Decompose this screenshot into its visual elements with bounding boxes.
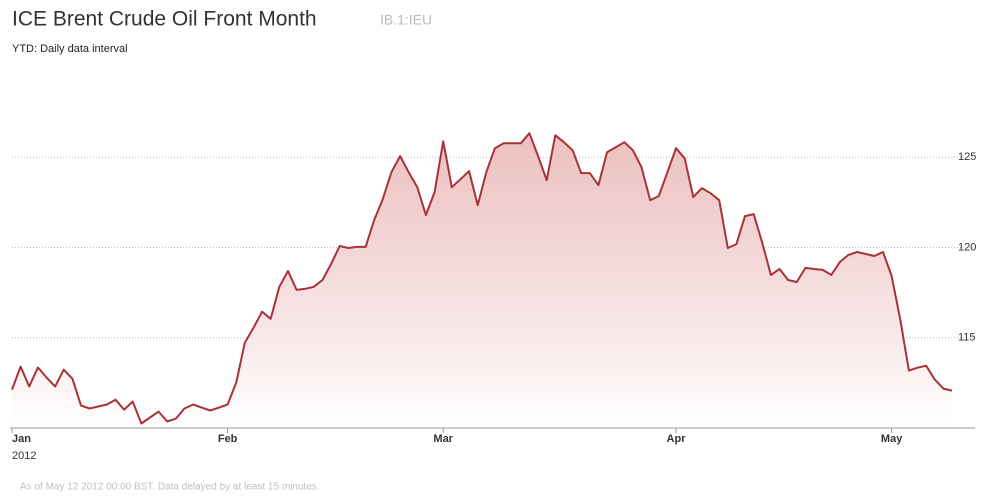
x-tick-label: May — [881, 433, 903, 445]
y-tick-label: 115 — [958, 332, 976, 344]
y-tick-label: 120 — [958, 241, 976, 253]
y-tick-label: 125 — [958, 151, 976, 163]
subtitle: YTD: Daily data interval — [12, 43, 128, 55]
x-tick-label: Mar — [433, 433, 453, 445]
x-tick-label: Jan — [12, 433, 31, 445]
price-line — [11, 132, 953, 425]
chart-title: ICE Brent Crude Oil Front Month — [12, 8, 317, 31]
x-sublabel: 2012 — [12, 450, 36, 462]
x-tick-label: Apr — [667, 433, 687, 445]
x-tick-label: Feb — [218, 433, 238, 445]
footnote: As of May 12 2012 00:00 BST. Data delaye… — [20, 482, 320, 493]
area — [12, 133, 952, 428]
ticker: IB.1:IEU — [380, 12, 432, 28]
